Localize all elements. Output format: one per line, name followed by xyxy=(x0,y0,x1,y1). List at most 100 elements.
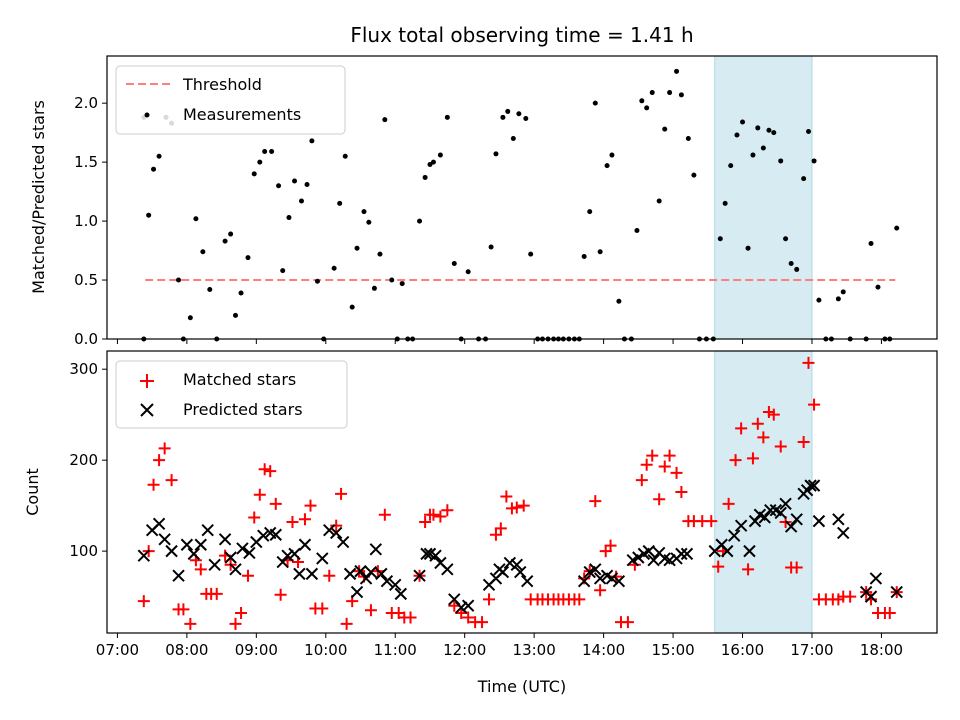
measurement-point xyxy=(280,268,286,274)
predicted-star-point xyxy=(137,549,151,562)
predicted-star-point xyxy=(305,567,319,581)
measurement-point xyxy=(245,255,251,261)
measurement-point xyxy=(354,245,360,251)
predicted-star-point xyxy=(764,503,777,517)
y-tick-label: 200 xyxy=(69,451,98,469)
measurement-point xyxy=(745,245,751,251)
x-tick-label: 13:00 xyxy=(513,641,556,659)
legend-measurements-swatch xyxy=(144,112,150,118)
predicted-star-point xyxy=(281,549,294,562)
measurement-point xyxy=(422,174,428,180)
x-tick-label: 11:00 xyxy=(374,641,417,659)
predicted-star-point xyxy=(784,520,798,533)
predicted-star-point xyxy=(316,552,329,565)
y-tick-label: 1.5 xyxy=(74,153,98,171)
matched-star-point xyxy=(670,466,683,479)
predicted-star-point xyxy=(734,519,748,532)
predicted-star-point xyxy=(496,565,510,579)
measurement-point xyxy=(639,98,645,104)
matched-star-point xyxy=(253,488,266,501)
y-tick-label: 0.5 xyxy=(74,271,98,289)
measurement-point xyxy=(187,315,193,321)
matched-star-point xyxy=(455,606,468,619)
matched-star-point xyxy=(722,497,735,510)
matched-star-point xyxy=(419,516,432,529)
predicted-star-point xyxy=(224,551,237,564)
measurement-point xyxy=(382,117,388,123)
matched-star-point xyxy=(735,422,748,435)
predicted-star-point xyxy=(675,547,688,561)
measurement-point xyxy=(146,212,152,218)
measurement-point xyxy=(685,136,691,142)
predicted-star-point xyxy=(336,535,350,549)
y-tick-label: 1.0 xyxy=(74,212,98,230)
measurement-point xyxy=(609,152,615,158)
predicted-star-point xyxy=(359,572,373,585)
predicted-star-point xyxy=(343,567,357,581)
measurement-point xyxy=(722,200,728,206)
measurement-point xyxy=(444,114,450,120)
x-tick-label: 09:00 xyxy=(235,641,278,659)
measurement-point xyxy=(783,236,789,242)
measurement-point xyxy=(331,265,337,271)
measurement-point xyxy=(604,163,610,169)
measurement-point xyxy=(523,115,529,121)
legend-matched-swatch xyxy=(140,374,154,388)
matched-star-point xyxy=(434,510,447,523)
measurement-point xyxy=(875,284,881,290)
predicted-star-point xyxy=(380,574,394,588)
top-legend: Threshold Measurements xyxy=(115,65,346,135)
x-tick-label: 08:00 xyxy=(165,641,208,659)
predicted-star-point xyxy=(187,547,201,561)
matched-star-point xyxy=(258,463,271,476)
predicted-star-point xyxy=(727,529,741,542)
top-y-ticks: 0.0 0.5 1.0 1.5 2.0 xyxy=(74,94,107,348)
matched-star-point xyxy=(298,513,311,526)
y-tick-label: 0.0 xyxy=(74,330,98,348)
predicted-star-point xyxy=(647,554,660,567)
measurement-point xyxy=(257,159,263,165)
matched-star-point xyxy=(767,408,780,421)
matched-star-point xyxy=(462,611,475,624)
matched-star-point xyxy=(621,616,634,629)
measurement-point xyxy=(801,176,807,182)
predicted-star-point xyxy=(663,554,676,567)
measurement-point xyxy=(251,171,257,177)
predicted-star-point xyxy=(804,479,817,492)
measurement-point xyxy=(451,261,457,267)
matched-star-point xyxy=(742,563,755,576)
measurement-point xyxy=(361,209,367,215)
predicted-star-point xyxy=(812,514,826,528)
measurement-point xyxy=(437,152,443,158)
predicted-star-point xyxy=(152,517,166,531)
predicted-star-point xyxy=(293,567,306,581)
predicted-star-point xyxy=(276,555,289,569)
predicted-star-point xyxy=(461,599,475,612)
measurement-point xyxy=(417,218,423,224)
predicted-star-point xyxy=(832,513,845,526)
measurement-point xyxy=(794,266,800,272)
matched-star-point xyxy=(404,611,417,624)
predicted-star-point xyxy=(837,526,850,540)
x-tick-label: 07:00 xyxy=(96,641,139,659)
measurement-point xyxy=(292,178,298,184)
measurement-point xyxy=(500,114,506,120)
matched-star-point xyxy=(646,449,659,462)
measurement-point xyxy=(667,90,673,96)
bottom-y-ticks: 100 200 300 xyxy=(69,360,107,560)
matched-star-point xyxy=(165,474,178,487)
predicted-star-point xyxy=(612,574,626,588)
matched-star-point xyxy=(751,417,764,430)
predicted-star-point xyxy=(790,513,803,526)
top-x-ticks xyxy=(116,339,882,344)
matched-star-point xyxy=(441,504,454,517)
matched-star-point xyxy=(476,616,489,629)
measurement-point xyxy=(228,231,234,237)
x-tick-label: 16:00 xyxy=(721,641,764,659)
measurement-point xyxy=(528,251,534,257)
measurement-point xyxy=(674,68,680,74)
y-tick-label: 100 xyxy=(69,542,98,560)
bottom-legend-box xyxy=(115,360,348,429)
top-plot-frame xyxy=(106,55,938,340)
predicted-star-point xyxy=(779,497,792,511)
